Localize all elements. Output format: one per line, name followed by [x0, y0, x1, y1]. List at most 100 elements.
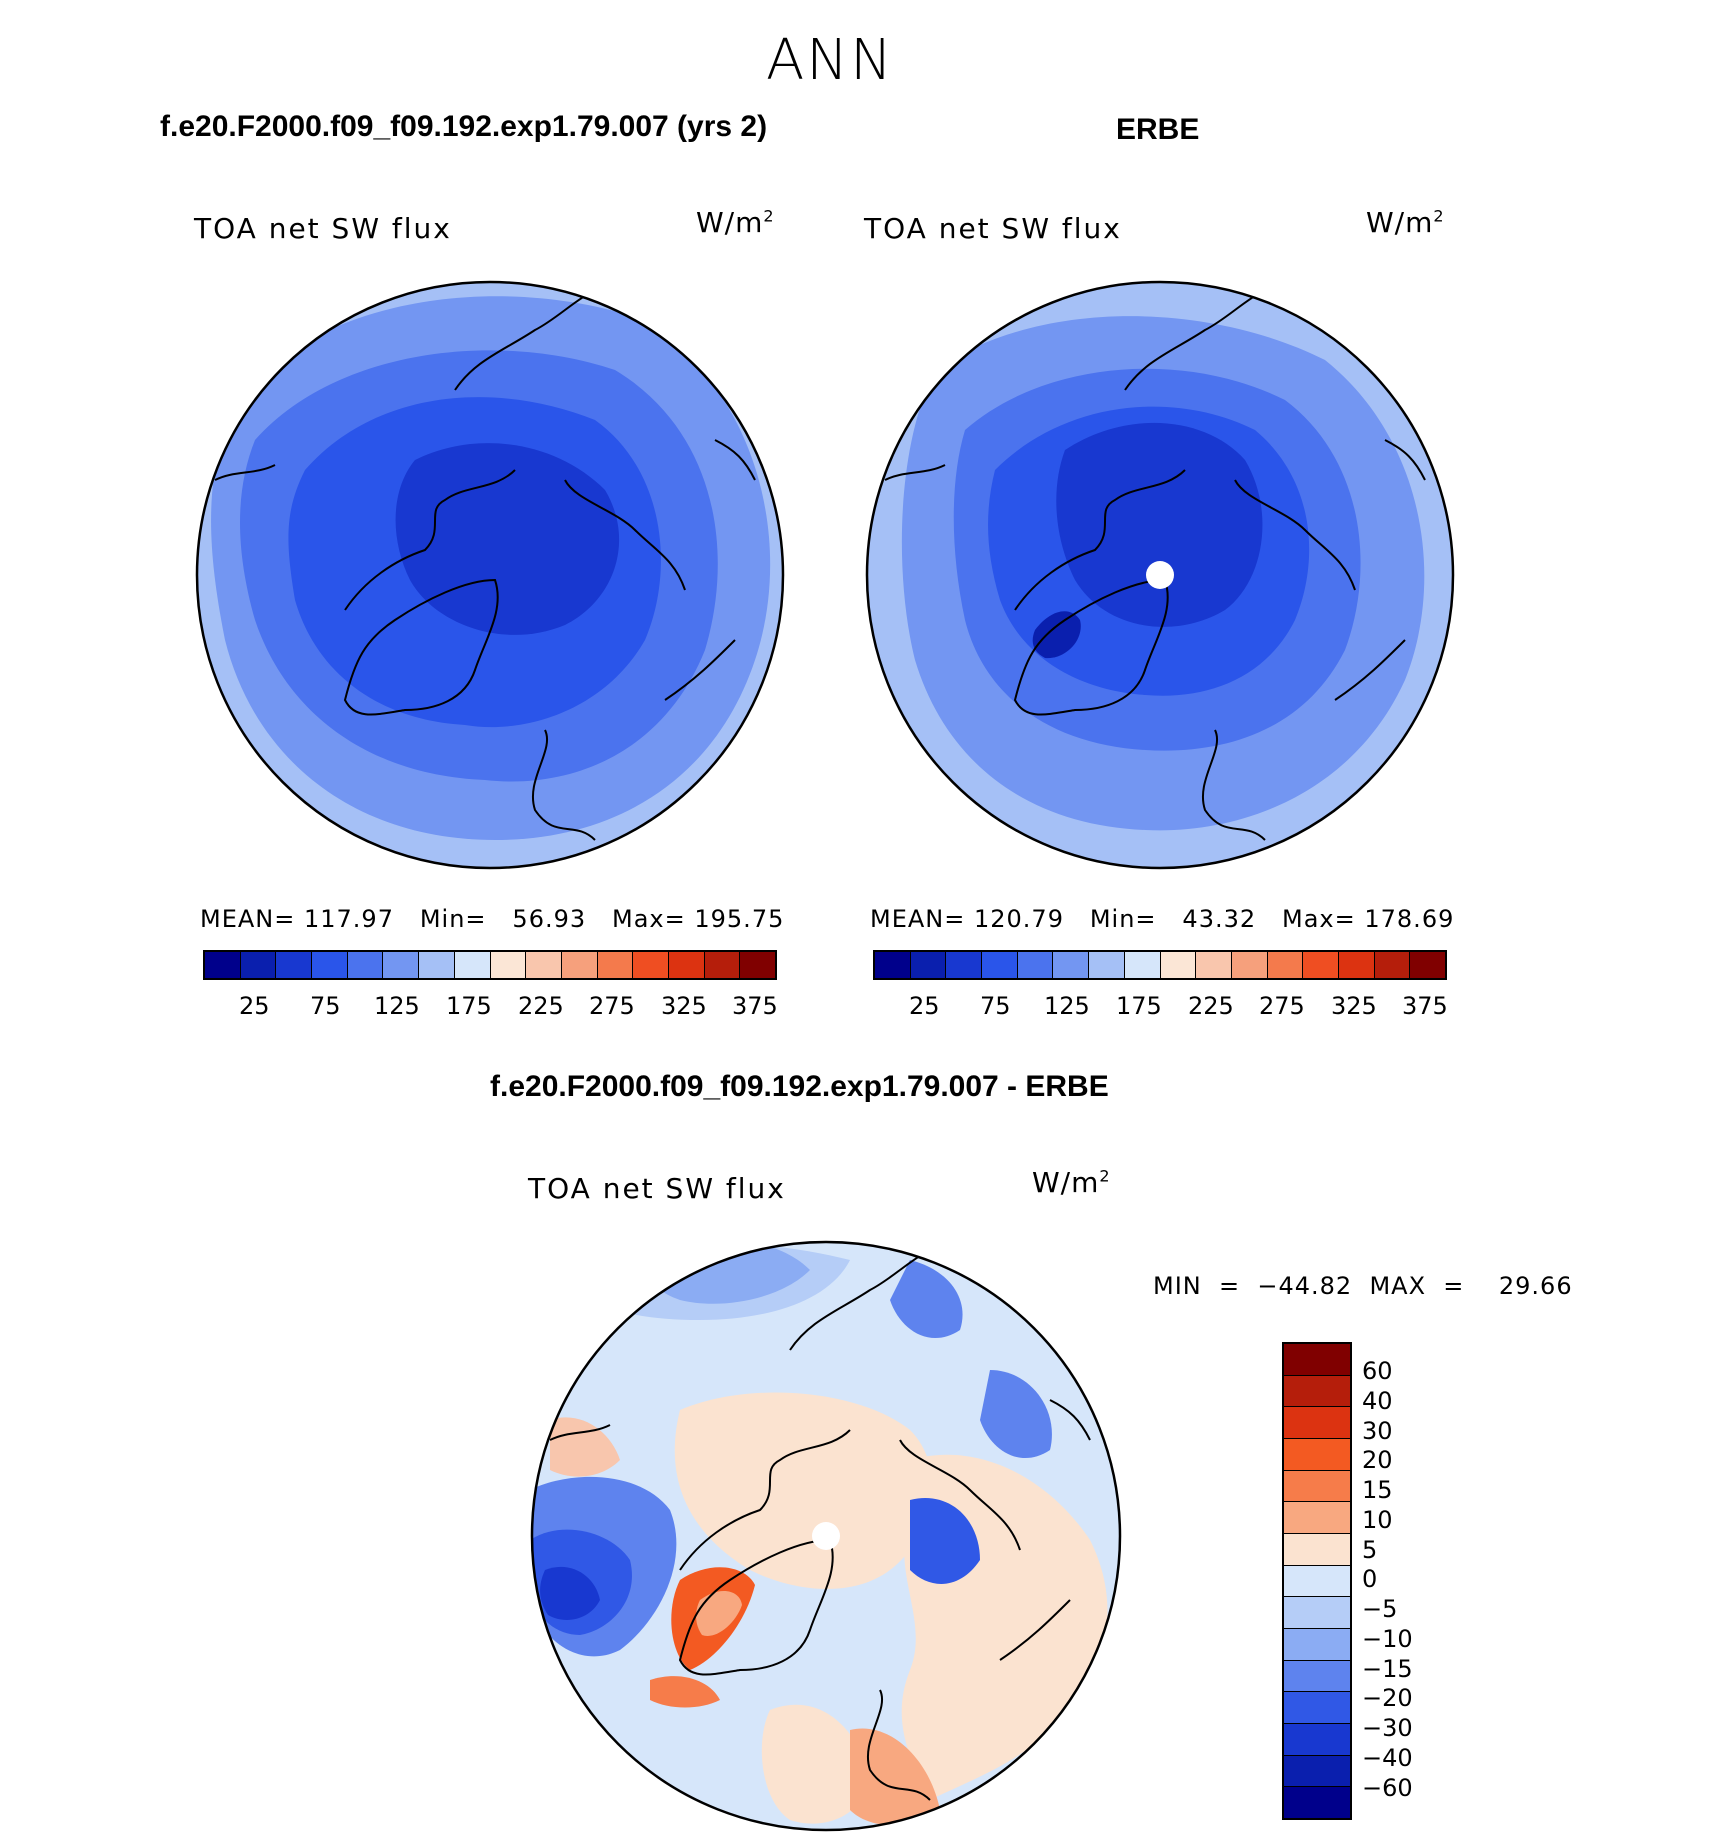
colorbar-swatch: [1284, 1565, 1350, 1598]
colorbar-swatch: [1284, 1660, 1350, 1693]
colorbar-swatch: [910, 952, 947, 978]
colorbar-swatch: [1267, 952, 1304, 978]
colorbar-tick: −20: [1362, 1684, 1413, 1712]
colorbar-tick: 125: [1044, 992, 1090, 1020]
colorbar-swatch: [633, 952, 669, 978]
colorbar-tick: −30: [1362, 1714, 1413, 1742]
colorbar-tick: 325: [1331, 992, 1377, 1020]
colorbar-model: [203, 950, 777, 980]
units-label: W/m2: [1032, 1166, 1111, 1199]
colorbar-tick: −60: [1362, 1774, 1413, 1802]
colorbar-swatch: [276, 952, 313, 978]
colorbar-tick: 75: [980, 992, 1011, 1020]
diff-min-max: MIN = −44.82 MAX = 29.66: [1153, 1272, 1573, 1300]
stats-line-obs: MEAN= 120.79 Min= 43.32 Max= 178.69: [870, 905, 1455, 933]
colorbar-swatch: [383, 952, 420, 978]
colorbar-swatch: [454, 952, 491, 978]
colorbar-swatch: [1284, 1755, 1350, 1788]
colorbar-swatch: [1338, 952, 1375, 978]
colorbar-swatch: [1303, 952, 1339, 978]
colorbar-tick: 275: [1259, 992, 1305, 1020]
colorbar-ticks-model: 25 75 125 175 225 275 325 375: [203, 992, 778, 1022]
units-label: W/m2: [696, 206, 775, 239]
colorbar-tick: −15: [1362, 1655, 1413, 1683]
colorbar-swatch: [1160, 952, 1197, 978]
colorbar-tick: 175: [1116, 992, 1162, 1020]
page-title: ANN: [765, 28, 895, 93]
colorbar-swatch: [982, 952, 1018, 978]
colorbar-swatch: [1284, 1375, 1350, 1408]
colorbar-tick: −40: [1362, 1744, 1413, 1772]
colorbar-tick: 10: [1362, 1506, 1393, 1534]
colorbar-swatch: [1284, 1787, 1350, 1819]
colorbar-tick: 125: [374, 992, 420, 1020]
variable-label: TOA net SW flux: [864, 212, 1122, 245]
colorbar-swatch: [1196, 952, 1232, 978]
polar-map-obs: [865, 280, 1455, 870]
colorbar-tick: 25: [239, 992, 270, 1020]
colorbar-swatch: [1284, 1534, 1350, 1566]
colorbar-ticks-obs: 25 75 125 175 225 275 325 375: [873, 992, 1448, 1022]
colorbar-tick: 5: [1362, 1536, 1378, 1564]
colorbar-swatch: [1089, 952, 1125, 978]
colorbar-swatch: [347, 952, 384, 978]
colorbar-swatch: [1410, 952, 1445, 978]
colorbar-swatch: [205, 952, 241, 978]
colorbar-swatch: [875, 952, 911, 978]
colorbar-tick: 30: [1362, 1417, 1393, 1445]
colorbar-tick: 225: [1188, 992, 1234, 1020]
polar-map-diff: [530, 1240, 1122, 1832]
colorbar-diff: [1282, 1342, 1352, 1820]
colorbar-swatch: [1017, 952, 1054, 978]
colorbar-ticks-diff: 60 40 30 20 15 10 5 0 −5 −10 −15 −20 −30…: [1362, 1342, 1442, 1820]
colorbar-swatch: [740, 952, 775, 978]
colorbar-swatch: [1284, 1692, 1350, 1725]
colorbar-swatch: [1284, 1597, 1350, 1630]
panel-title-model: f.e20.F2000.f09_f09.192.exp1.79.007 (yrs…: [160, 110, 768, 143]
colorbar-swatch: [240, 952, 277, 978]
colorbar-tick: −5: [1362, 1595, 1398, 1623]
colorbar-swatch: [1124, 952, 1161, 978]
polar-map-model: [195, 280, 785, 870]
colorbar-swatch: [1284, 1724, 1350, 1756]
units-label: W/m2: [1366, 206, 1445, 239]
colorbar-swatch: [1231, 952, 1268, 978]
colorbar-tick: 325: [661, 992, 707, 1020]
panel-title-obs: ERBE: [1116, 113, 1200, 146]
colorbar-swatch: [1284, 1470, 1350, 1503]
colorbar-tick: 0: [1362, 1565, 1378, 1593]
colorbar-tick: 75: [310, 992, 341, 1020]
colorbar-tick: 225: [518, 992, 564, 1020]
variable-label: TOA net SW flux: [194, 212, 452, 245]
colorbar-tick: 60: [1362, 1357, 1393, 1385]
colorbar-swatch: [946, 952, 983, 978]
colorbar-tick: 40: [1362, 1387, 1393, 1415]
stats-line-model: MEAN= 117.97 Min= 56.93 Max= 195.75: [200, 905, 785, 933]
colorbar-swatch: [704, 952, 741, 978]
colorbar-swatch: [419, 952, 455, 978]
colorbar-swatch: [1284, 1439, 1350, 1471]
colorbar-tick: 375: [732, 992, 778, 1020]
colorbar-tick: 275: [589, 992, 635, 1020]
variable-label: TOA net SW flux: [528, 1172, 786, 1205]
colorbar-tick: 20: [1362, 1446, 1393, 1474]
colorbar-swatch: [561, 952, 598, 978]
colorbar-swatch: [312, 952, 348, 978]
colorbar-swatch: [1374, 952, 1411, 978]
colorbar-swatch: [1284, 1502, 1350, 1535]
colorbar-swatch: [1284, 1344, 1350, 1376]
colorbar-swatch: [490, 952, 527, 978]
colorbar-tick: 175: [446, 992, 492, 1020]
colorbar-swatch: [526, 952, 562, 978]
colorbar-tick: 15: [1362, 1476, 1393, 1504]
colorbar-tick: 25: [909, 992, 940, 1020]
colorbar-swatch: [1284, 1629, 1350, 1661]
colorbar-swatch: [597, 952, 634, 978]
colorbar-swatch: [668, 952, 705, 978]
colorbar-tick: 375: [1402, 992, 1448, 1020]
colorbar-tick: −10: [1362, 1625, 1413, 1653]
colorbar-swatch: [1284, 1407, 1350, 1440]
colorbar-obs: [873, 950, 1447, 980]
colorbar-swatch: [1053, 952, 1090, 978]
panel-title-diff: f.e20.F2000.f09_f09.192.exp1.79.007 - ER…: [490, 1070, 1109, 1103]
